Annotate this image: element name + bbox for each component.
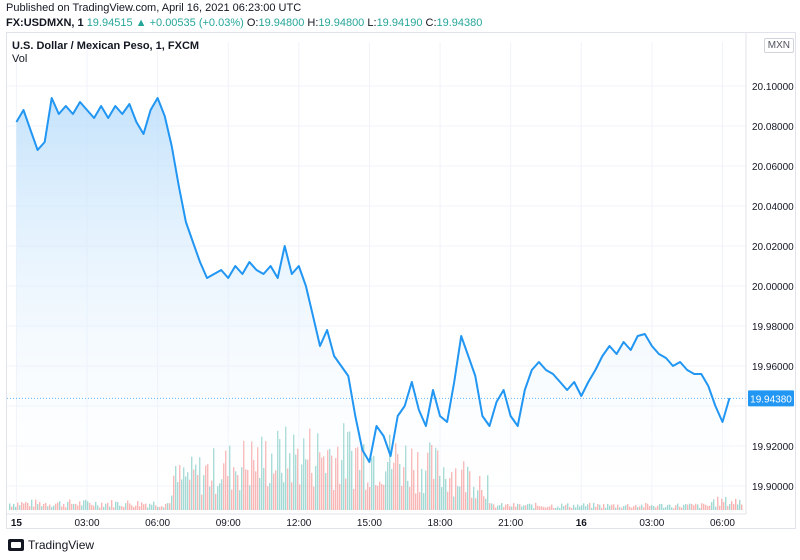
last-price-label: 19.94380: [750, 394, 792, 405]
quote-line: FX:USDMXN, 1 19.94515 ▲ +0.00535 (+0.03%…: [6, 17, 482, 29]
brand-label: TradingView: [28, 538, 95, 552]
brand[interactable]: TradingView: [8, 538, 94, 552]
volume-bar: [11, 506, 13, 510]
volume-bar: [741, 504, 743, 510]
legend-volume: Vol: [12, 53, 28, 65]
low-label: L:: [367, 17, 377, 29]
y-tick-label: 19.98000: [752, 322, 794, 333]
x-tick-label: 18:00: [428, 518, 453, 529]
y-tick-label: 19.96000: [752, 362, 794, 373]
chart-frame: [6, 32, 796, 529]
y-tick-label: 19.90000: [752, 482, 794, 493]
published-note: Published on TradingView.com, April 16, …: [6, 2, 302, 14]
volume-bar: [729, 503, 731, 510]
y-tick-label: 20.04000: [752, 202, 794, 213]
symbol[interactable]: FX:USDMXN, 1: [6, 17, 84, 29]
currency-badge[interactable]: MXN: [763, 38, 794, 53]
y-tick-label: 20.00000: [752, 282, 794, 293]
close-value: 19.94380: [436, 17, 483, 29]
y-tick-label: 20.10000: [752, 82, 794, 93]
y-tick-label: 20.02000: [752, 242, 794, 253]
x-tick-label: 21:00: [498, 518, 523, 529]
arrow-up-icon: ▲: [135, 17, 147, 29]
y-tick-label: 20.06000: [752, 162, 794, 173]
last-price: 19.94515: [86, 17, 133, 29]
x-tick-label: 06:00: [710, 518, 735, 529]
volume-bar: [731, 501, 733, 510]
volume-bar: [13, 503, 15, 510]
volume-bar: [9, 503, 11, 510]
x-tick-label: 03:00: [639, 518, 664, 529]
low-value: 19.94190: [376, 17, 423, 29]
x-tick-label: 16: [576, 518, 588, 529]
x-tick-label: 09:00: [216, 518, 241, 529]
volume-bar: [15, 506, 17, 510]
x-tick-label: 03:00: [75, 518, 100, 529]
legend-title: U.S. Dollar / Mexican Peso, 1, FXCM: [12, 40, 200, 52]
x-tick-label: 15: [11, 518, 23, 529]
volume-bar: [735, 498, 737, 510]
last-price-badge: [748, 390, 794, 407]
volume-bar: [733, 504, 735, 510]
open-value: 19.94800: [258, 17, 305, 29]
price-area: [16, 98, 730, 512]
x-tick-label: 12:00: [286, 518, 311, 529]
x-tick-label: 15:00: [357, 518, 382, 529]
x-tick-label: 06:00: [145, 518, 170, 529]
price-line: [15, 97, 731, 463]
volume-bar: [739, 499, 741, 510]
open-label: O:: [246, 17, 259, 29]
tradingview-logo-icon: [8, 539, 24, 551]
close-label: C:: [425, 17, 437, 29]
y-tick-label: 19.92000: [752, 442, 794, 453]
volume-bar: [737, 504, 739, 510]
y-tick-label: 20.08000: [752, 122, 794, 133]
high-value: 19.94800: [318, 17, 365, 29]
change: +0.00535 (+0.03%): [149, 17, 244, 29]
high-label: H:: [307, 17, 319, 29]
